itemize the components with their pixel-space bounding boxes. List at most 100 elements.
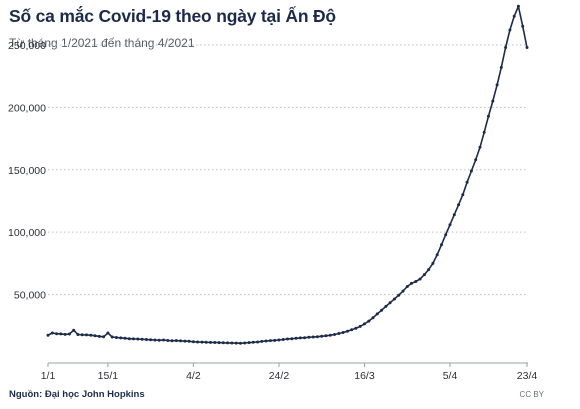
data-point — [384, 304, 388, 308]
data-point — [525, 46, 529, 49]
data-point — [333, 333, 336, 336]
data-point — [239, 341, 242, 345]
data-point — [179, 339, 183, 343]
data-point — [375, 312, 379, 316]
data-point — [418, 277, 422, 281]
data-point — [516, 4, 520, 8]
data-point — [191, 340, 195, 344]
data-point — [345, 329, 349, 333]
data-point — [234, 341, 238, 345]
data-point — [461, 193, 465, 197]
data-point — [401, 289, 405, 293]
y-tick-label: 100,000 — [8, 227, 46, 239]
data-point — [371, 316, 375, 320]
data-point — [55, 332, 59, 336]
y-tick-label: 50,000 — [14, 290, 46, 302]
series-line — [47, 5, 528, 345]
data-point — [209, 340, 212, 344]
x-tick-label: 5/4 — [443, 370, 458, 382]
data-point — [469, 169, 473, 173]
data-point — [230, 341, 234, 345]
data-point — [414, 280, 418, 283]
data-point — [102, 335, 106, 339]
y-tick-label: 150,000 — [8, 165, 46, 177]
data-point — [303, 336, 307, 340]
data-point — [435, 253, 439, 257]
data-point — [162, 338, 165, 342]
data-point — [440, 243, 443, 247]
data-point — [487, 114, 490, 118]
data-point — [521, 24, 525, 28]
data-point — [72, 328, 76, 332]
data-point — [363, 322, 366, 326]
data-point — [217, 341, 221, 345]
data-point — [243, 341, 247, 345]
series-layer — [46, 4, 529, 345]
y-tick-label: 200,000 — [8, 102, 46, 114]
data-point — [431, 261, 435, 265]
data-point — [132, 337, 135, 341]
data-point — [281, 338, 285, 341]
data-point — [127, 337, 131, 341]
data-point — [50, 331, 54, 335]
data-point — [499, 65, 503, 69]
data-point — [260, 339, 264, 343]
data-point — [67, 332, 71, 336]
data-point — [136, 337, 140, 341]
data-point — [337, 332, 341, 335]
data-point — [59, 332, 63, 336]
data-point — [46, 333, 50, 337]
data-point — [204, 340, 208, 344]
data-point — [123, 336, 127, 340]
data-point — [251, 340, 255, 344]
data-point — [153, 338, 157, 342]
data-point — [187, 339, 191, 343]
data-point — [474, 158, 478, 162]
data-point — [76, 333, 80, 336]
data-point — [277, 338, 281, 342]
data-point — [97, 334, 101, 338]
data-point — [315, 335, 319, 339]
data-point — [114, 336, 118, 339]
data-point — [264, 339, 268, 343]
data-point — [324, 334, 328, 338]
x-tick-label: 16/3 — [354, 370, 375, 382]
data-point — [508, 28, 512, 32]
data-point — [89, 333, 93, 337]
data-point — [294, 336, 298, 340]
y-tick-label: 250,000 — [8, 40, 46, 52]
data-point — [465, 180, 469, 184]
data-point — [482, 130, 486, 134]
x-tick-label: 24/2 — [269, 370, 290, 382]
chart-subtitle: Từ tháng 1/2021 đến tháng 4/2021 — [9, 36, 195, 50]
data-point — [226, 341, 230, 345]
data-point — [380, 308, 384, 312]
data-point — [452, 213, 456, 217]
x-tick-label: 23/4 — [517, 370, 538, 382]
data-point — [286, 337, 289, 341]
data-point — [196, 340, 200, 344]
x-tick-label: 4/2 — [186, 370, 201, 382]
chart-title: Số ca mắc Covid-19 theo ngày tại Ấn Độ — [9, 6, 336, 26]
data-point — [410, 281, 413, 285]
data-point — [290, 337, 294, 341]
data-point — [256, 340, 260, 344]
data-point — [307, 335, 311, 339]
data-point — [149, 338, 153, 342]
data-point — [200, 340, 204, 344]
data-point — [170, 339, 174, 343]
data-point — [495, 83, 499, 87]
data-point — [221, 341, 225, 345]
data-point — [491, 99, 495, 103]
data-point — [166, 339, 170, 342]
data-point — [80, 333, 84, 337]
data-point — [140, 337, 144, 341]
y-axis-ticks: 50,000 100,000 150,000 200,000 250,000 — [8, 40, 46, 302]
gridlines — [48, 44, 528, 296]
data-point — [268, 339, 272, 343]
x-axis-ticks: 1/1 15/1 4/2 24/2 16/3 5/4 23/4 — [41, 363, 538, 382]
data-point — [106, 331, 110, 335]
data-point — [328, 333, 332, 337]
data-point — [110, 335, 114, 339]
